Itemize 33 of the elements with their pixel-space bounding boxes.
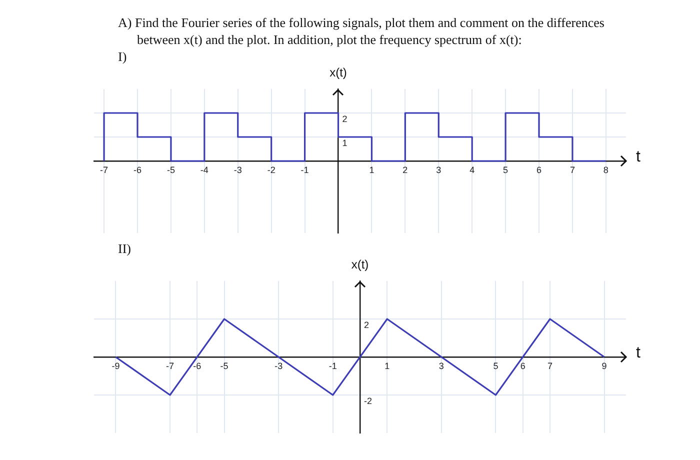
x-tick-label: -3 — [274, 360, 283, 371]
chart-subtitle: I) — [118, 49, 128, 65]
x-tick-label: 3 — [438, 360, 444, 371]
x-tick-label: 4 — [470, 164, 475, 175]
x-tick-label: 7 — [547, 360, 553, 371]
x-tick-label: -7 — [166, 360, 174, 371]
x-axis-title: t — [636, 148, 641, 166]
x-tick-label: -9 — [112, 360, 120, 371]
x-tick-label: 8 — [603, 164, 608, 175]
x-tick-label: 9 — [602, 360, 607, 371]
x-tick-label: -6 — [193, 360, 202, 371]
x-tick-label: 3 — [436, 164, 442, 175]
x-tick-label: -5 — [220, 360, 228, 371]
y-axis-title: x(t) — [351, 257, 369, 272]
x-tick-label: -5 — [166, 164, 175, 175]
x-tick-label: -6 — [133, 164, 142, 175]
chart-title: II) — [118, 241, 132, 257]
chart-title: A) Find the Fourier series of the following signals, plot them and comment on the differences between x(t) and the plot. In addition, plot the frequency spectrum of x(t): — [118, 14, 606, 48]
x-tick-label: 7 — [570, 164, 575, 175]
x-tick-label: -4 — [200, 164, 208, 175]
x-tick-label: 2 — [402, 164, 408, 175]
y-axis-title: x(t) — [330, 65, 347, 80]
x-tick-label: 1 — [384, 360, 390, 371]
x-tick-label: -1 — [300, 164, 309, 175]
x-tick-label: -3 — [234, 164, 242, 175]
x-tick-label: 6 — [520, 360, 526, 371]
x-tick-label: -2 — [267, 164, 276, 175]
x-tick-label: 5 — [503, 164, 508, 175]
x-tick-label: -7 — [100, 164, 108, 175]
x-tick-label: 5 — [493, 360, 498, 371]
x-tick-label: 6 — [536, 164, 542, 175]
x-axis-title: t — [636, 344, 641, 362]
x-tick-label: -1 — [328, 360, 337, 371]
